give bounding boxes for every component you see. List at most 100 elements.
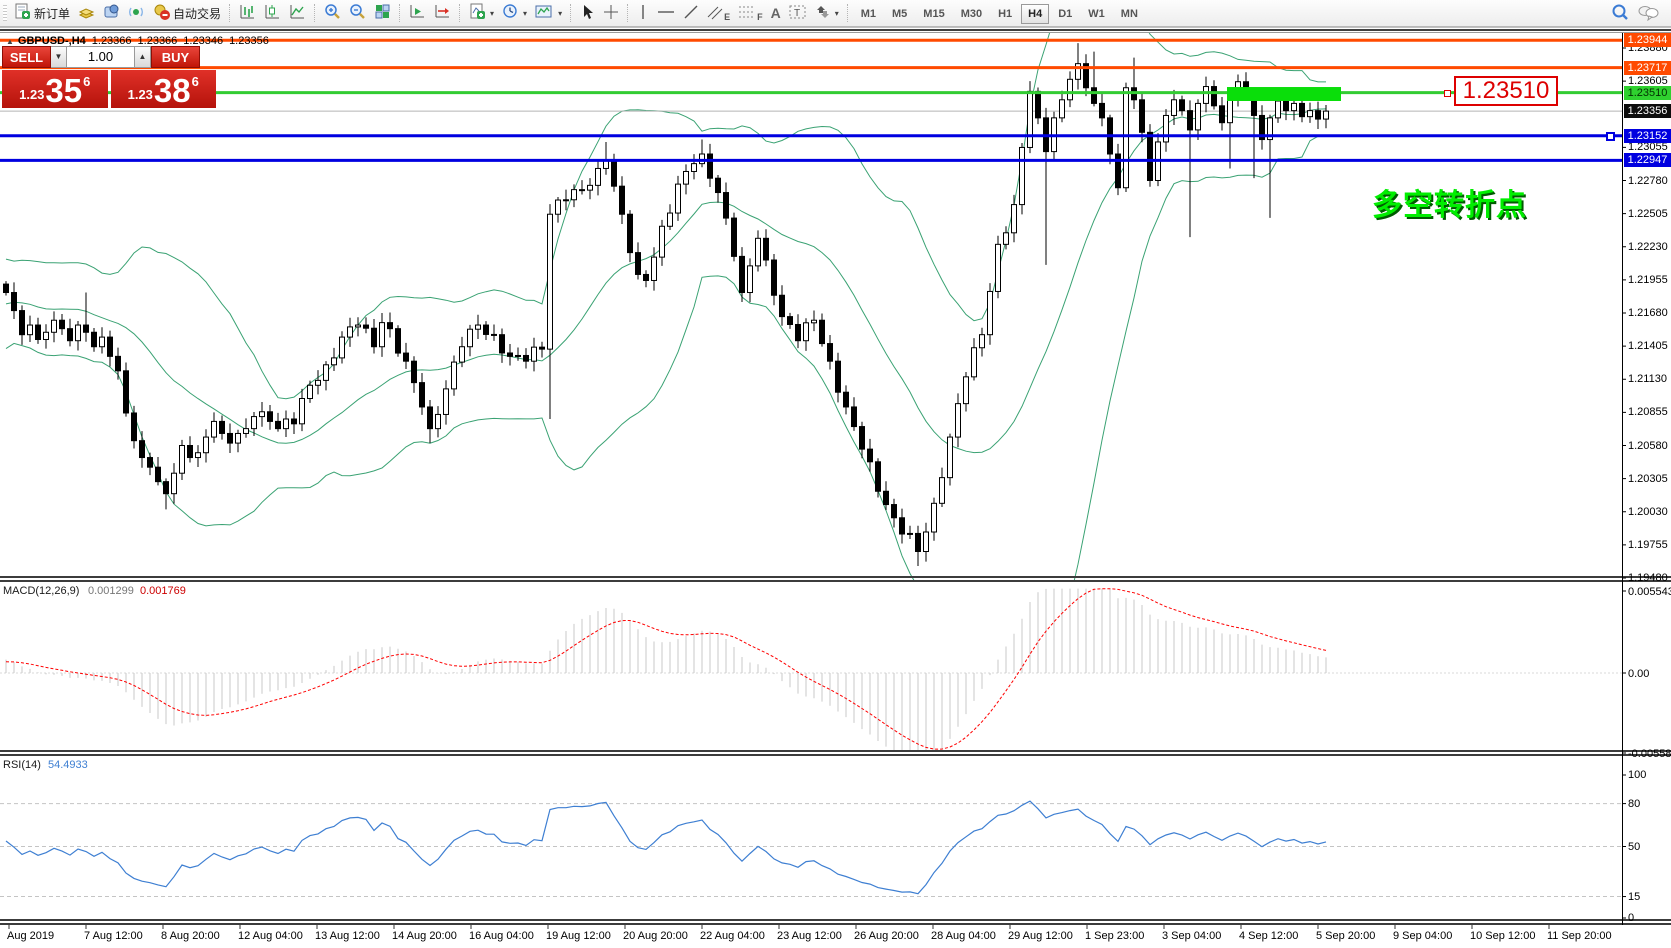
chart-shift-icon [434,3,451,23]
dropdown-arrow-icon: ▾ [834,8,839,18]
crosshair-icon [603,4,619,23]
text-label-tool-button[interactable]: T [785,2,811,25]
market-watch-button[interactable] [74,1,99,25]
rsi-axis-label: 15 [1628,890,1641,903]
autotrading-button[interactable]: 自动交易 [149,1,225,25]
volume-decrease-button[interactable]: ▼ [51,46,67,68]
text-tool-button[interactable]: A [767,3,785,23]
new-order-button[interactable]: 新订单 [10,1,74,25]
time-axis-label: 3 Sep 04:00 [1162,930,1222,942]
zoom-in-button[interactable] [320,1,345,25]
price-line-badge[interactable]: 1.23944 [1624,33,1671,48]
market-watch-icon [78,3,95,23]
price-line-badge[interactable]: 1.23152 [1624,128,1671,143]
window-divider [0,29,1671,31]
sell-price-panel[interactable]: 1.23 35 6 [2,70,108,108]
buy-price-panel[interactable]: 1.23 38 6 [110,70,216,108]
time-axis-label: 8 Aug 20:00 [161,930,220,942]
sell-price-sup: 6 [83,74,91,89]
chat-button[interactable] [1633,1,1663,26]
timeframe-button-m15[interactable]: M15 [923,8,945,20]
cursor-icon [580,4,595,23]
rsi-axis-label: 100 [1628,769,1647,781]
clock-icon [502,3,519,23]
candlestick-chart-button[interactable] [260,1,285,25]
arrows-icon [815,4,831,23]
tile-windows-icon [374,3,391,23]
callout-anchor-handle[interactable] [1444,90,1451,97]
zoom-in-icon [324,3,341,23]
volume-increase-button[interactable]: ▲ [135,46,151,68]
vertical-line-tool-button[interactable] [633,2,653,25]
navigator-button[interactable] [99,1,124,25]
time-axis-label: 10 Sep 12:00 [1470,930,1536,942]
arrows-tool-button[interactable]: ▾ [811,2,843,25]
volume-input[interactable]: 1.00 [67,46,135,68]
price-tick-label: 1.23605 [1628,75,1668,88]
equidistant-channel-tool-button[interactable]: E [703,2,734,25]
timeframe-button-m30[interactable]: M30 [960,8,983,20]
window-divider [0,27,1671,28]
sell-button[interactable]: SELL [2,46,51,68]
cursor-tool-button[interactable] [576,2,599,25]
time-axis-label: 19 Aug 12:00 [546,930,611,942]
timeframe-button-w1[interactable]: W1 [1088,8,1105,20]
indicators-button[interactable]: ▾ [465,1,498,25]
trendline-tool-button[interactable] [679,2,703,25]
price-callout-label[interactable]: 1.23510 [1454,76,1558,106]
price-tick-label: 1.20580 [1628,439,1668,452]
auto-scroll-icon [409,3,426,23]
price-line-badge[interactable]: 1.23717 [1624,60,1671,75]
timeframe-button-mn[interactable]: MN [1120,8,1138,20]
line-chart-icon [289,3,306,23]
crosshair-tool-button[interactable] [599,2,623,25]
buy-button[interactable]: BUY [151,46,200,68]
price-line-badge[interactable]: 1.22947 [1624,153,1671,168]
time-axis-label: 16 Aug 04:00 [469,930,534,942]
toolbar: 新订单 自动交易 [0,0,1671,27]
time-axis-label: 4 Sep 12:00 [1239,930,1299,942]
macd-axis-label: 0.005543 [1628,586,1671,598]
zoom-out-icon [349,3,366,23]
price-tick-label: 1.20030 [1628,505,1668,518]
price-tick-label: 1.19755 [1628,538,1668,551]
signals-button[interactable] [124,1,149,25]
price-line-badge[interactable]: 1.23356 [1624,104,1671,119]
timeframe-button-h4[interactable]: H4 [1021,4,1050,24]
auto-scroll-button[interactable] [405,1,430,25]
periods-button[interactable]: ▾ [498,1,531,25]
fibonacci-tool-button[interactable]: F [734,2,767,25]
toolbar-separator [846,4,849,22]
fibonacci-letter: F [757,12,763,22]
bar-chart-icon [239,3,256,23]
tile-windows-button[interactable] [370,1,395,25]
search-button[interactable] [1607,1,1633,26]
bar-chart-button[interactable] [235,1,260,25]
hline-drag-handle[interactable] [1606,132,1615,141]
timeframe-button-h1[interactable]: H1 [998,8,1013,20]
one-click-collapse-arrow[interactable]: ▲ [6,37,14,46]
time-axis-label: 22 Aug 04:00 [700,930,765,942]
green-zone-rectangle[interactable] [1227,87,1341,101]
price-line-badge[interactable]: 1.23510 [1624,85,1671,100]
timeframe-button-d1[interactable]: D1 [1058,8,1073,20]
zoom-out-button[interactable] [345,1,370,25]
time-axis-label: 14 Aug 20:00 [392,930,457,942]
horizontal-line-tool-button[interactable] [653,2,679,25]
timeframe-button-m1[interactable]: M1 [860,8,877,20]
line-chart-button[interactable] [285,1,310,25]
time-axis-label: 28 Aug 04:00 [931,930,996,942]
time-axis-label: 7 Aug 12:00 [84,930,143,942]
text-label-icon: T [789,4,807,23]
turning-point-annotation[interactable]: 多空转折点 [1372,189,1527,222]
chart-shift-button[interactable] [430,1,455,25]
toolbar-separator [570,4,572,22]
macd-signal-value: 0.001769 [140,585,186,597]
dropdown-arrow-icon: ▾ [558,8,563,18]
channel-letter: E [724,12,731,22]
price-tick-label: 1.22780 [1628,174,1668,187]
autotrading-label: 自动交易 [173,6,222,21]
templates-button[interactable]: ▾ [531,1,566,25]
timeframe-button-m5[interactable]: M5 [892,8,908,20]
